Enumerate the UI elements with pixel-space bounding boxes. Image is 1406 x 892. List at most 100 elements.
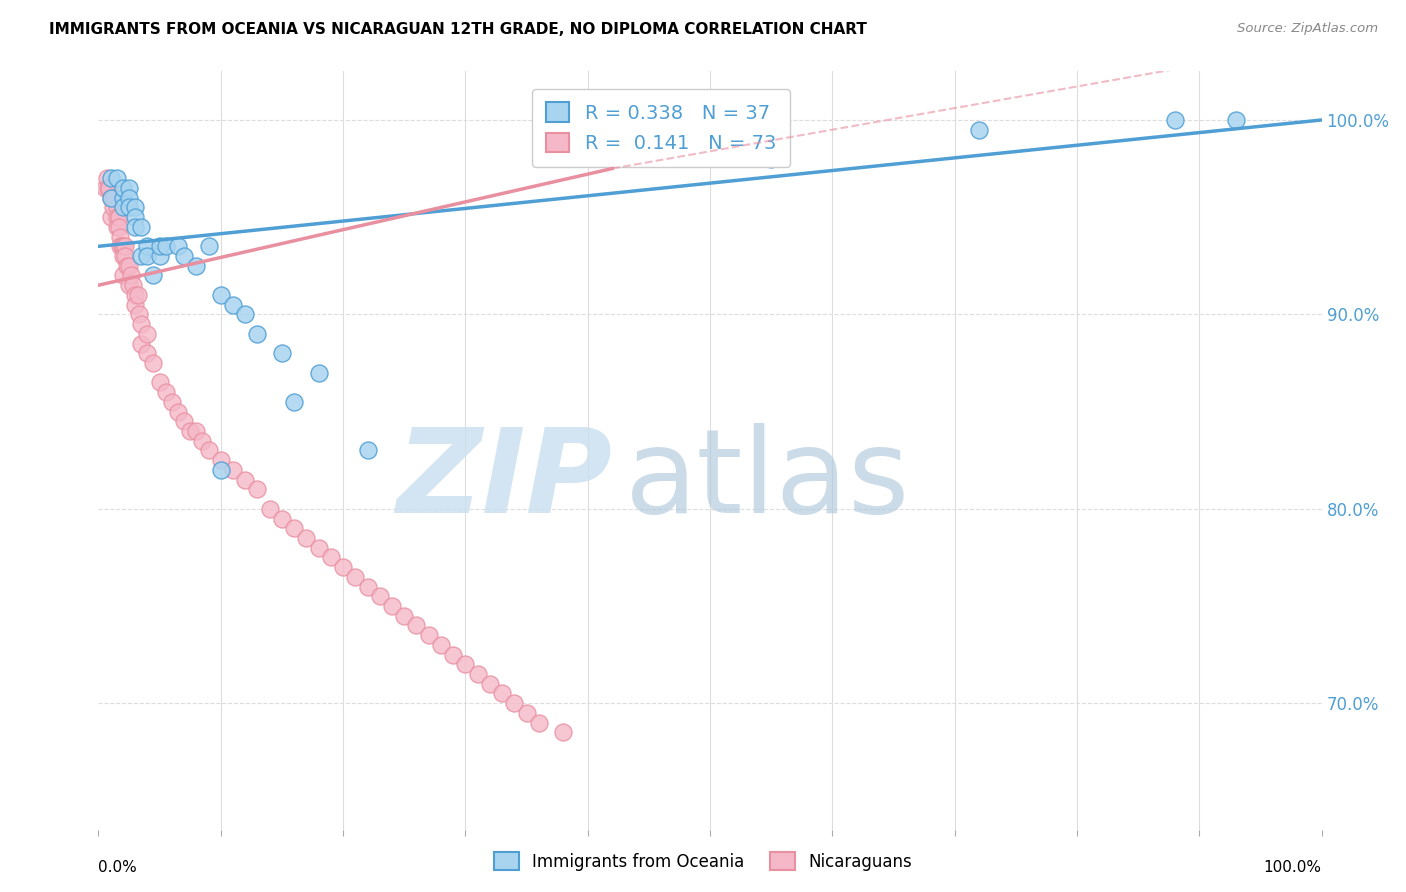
- Legend: R = 0.338   N = 37, R =  0.141   N = 73: R = 0.338 N = 37, R = 0.141 N = 73: [533, 88, 790, 167]
- Point: [101, 201, 124, 215]
- Point: [149, 239, 172, 253]
- Point: [118, 191, 141, 205]
- Point: [124, 201, 146, 215]
- Point: [368, 589, 391, 603]
- Point: [121, 278, 143, 293]
- Point: [418, 628, 440, 642]
- Point: [295, 531, 318, 545]
- Point: [454, 657, 477, 672]
- Point: [527, 715, 550, 730]
- Point: [173, 249, 195, 263]
- Point: [111, 201, 134, 215]
- Point: [155, 239, 177, 253]
- Text: 100.0%: 100.0%: [1264, 860, 1322, 875]
- Point: [97, 181, 120, 195]
- Point: [503, 696, 526, 710]
- Point: [332, 560, 354, 574]
- Point: [100, 210, 122, 224]
- Point: [114, 239, 136, 253]
- Point: [110, 229, 132, 244]
- Point: [129, 249, 152, 263]
- Point: [111, 268, 134, 283]
- Point: [344, 570, 367, 584]
- Point: [173, 414, 195, 428]
- Point: [381, 599, 404, 613]
- Point: [118, 181, 141, 195]
- Point: [209, 288, 232, 302]
- Point: [259, 501, 281, 516]
- Point: [441, 648, 464, 662]
- Point: [283, 521, 305, 535]
- Point: [308, 541, 330, 555]
- Point: [233, 473, 256, 487]
- Point: [100, 191, 122, 205]
- Text: IMMIGRANTS FROM OCEANIA VS NICARAGUAN 12TH GRADE, NO DIPLOMA CORRELATION CHART: IMMIGRANTS FROM OCEANIA VS NICARAGUAN 12…: [49, 22, 868, 37]
- Point: [136, 239, 159, 253]
- Point: [967, 122, 990, 136]
- Point: [186, 424, 208, 438]
- Point: [160, 395, 183, 409]
- Point: [197, 239, 219, 253]
- Point: [105, 210, 128, 224]
- Point: [124, 210, 146, 224]
- Point: [186, 259, 208, 273]
- Point: [197, 443, 219, 458]
- Point: [124, 219, 146, 234]
- Point: [356, 580, 378, 594]
- Point: [233, 307, 256, 321]
- Point: [392, 608, 416, 623]
- Point: [105, 201, 128, 215]
- Point: [103, 191, 125, 205]
- Legend: Immigrants from Oceania, Nicaraguans: Immigrants from Oceania, Nicaraguans: [486, 844, 920, 880]
- Point: [319, 550, 342, 565]
- Point: [110, 239, 132, 253]
- Point: [129, 317, 152, 331]
- Point: [118, 259, 141, 273]
- Point: [1225, 112, 1247, 127]
- Text: ZIP: ZIP: [396, 424, 612, 538]
- Point: [111, 239, 134, 253]
- Point: [209, 453, 232, 467]
- Point: [167, 239, 190, 253]
- Point: [515, 706, 537, 720]
- Point: [142, 356, 165, 370]
- Point: [1164, 112, 1187, 127]
- Point: [96, 171, 118, 186]
- Text: 0.0%: 0.0%: [98, 860, 138, 875]
- Point: [405, 618, 427, 632]
- Point: [761, 152, 783, 166]
- Point: [101, 191, 124, 205]
- Point: [155, 385, 177, 400]
- Point: [222, 298, 245, 312]
- Point: [129, 336, 152, 351]
- Point: [191, 434, 214, 448]
- Point: [246, 326, 269, 341]
- Point: [100, 171, 122, 186]
- Point: [105, 219, 128, 234]
- Point: [167, 404, 190, 418]
- Point: [308, 366, 330, 380]
- Point: [108, 210, 131, 224]
- Point: [127, 288, 149, 302]
- Point: [149, 376, 172, 390]
- Point: [136, 326, 159, 341]
- Point: [93, 181, 115, 195]
- Point: [283, 395, 305, 409]
- Point: [491, 686, 513, 700]
- Point: [111, 239, 134, 253]
- Point: [246, 483, 269, 497]
- Point: [129, 219, 152, 234]
- Text: Source: ZipAtlas.com: Source: ZipAtlas.com: [1237, 22, 1378, 36]
- Point: [114, 249, 136, 263]
- Point: [118, 278, 141, 293]
- Point: [128, 307, 150, 321]
- Point: [111, 249, 134, 263]
- Point: [115, 259, 138, 273]
- Point: [136, 249, 159, 263]
- Point: [124, 288, 146, 302]
- Point: [270, 346, 294, 360]
- Point: [120, 268, 142, 283]
- Point: [553, 725, 575, 739]
- Point: [100, 191, 122, 205]
- Point: [142, 268, 165, 283]
